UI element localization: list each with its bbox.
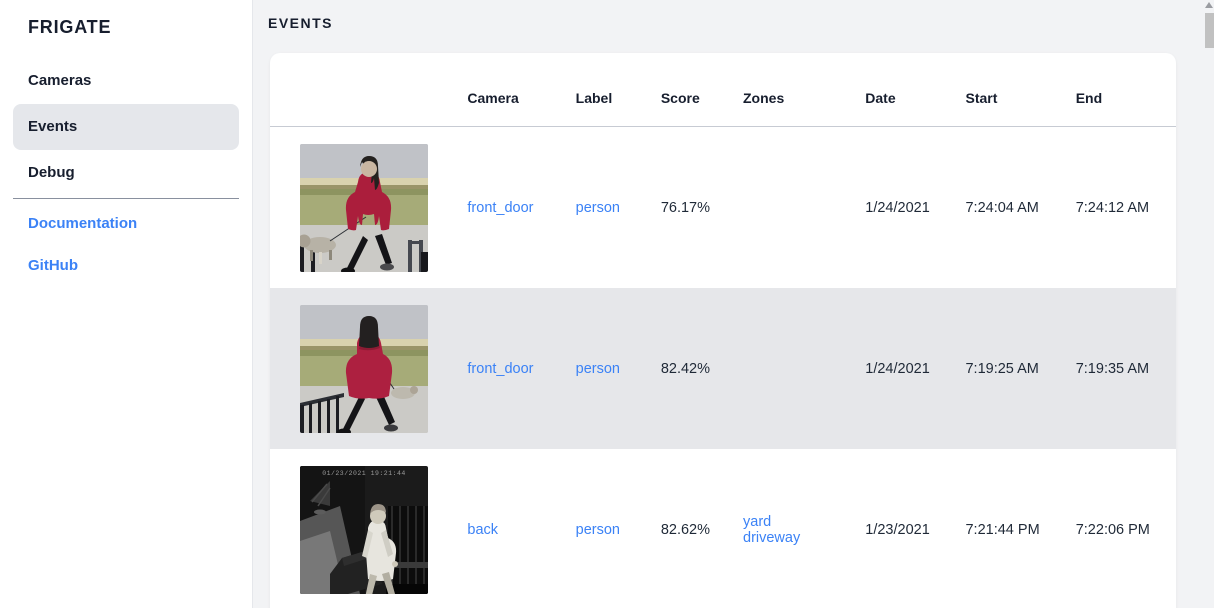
svg-text:01/23/2021 19:21:44: 01/23/2021 19:21:44 bbox=[322, 470, 406, 477]
